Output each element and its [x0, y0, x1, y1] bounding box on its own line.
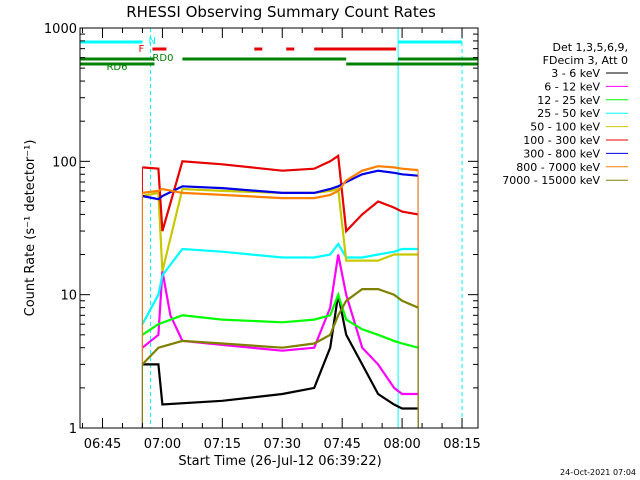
y-axis-label: Count Rate (s⁻¹ detector⁻¹) — [23, 140, 38, 317]
legend-entry-label: 50 - 100 keV — [530, 121, 600, 134]
legend-header-line: Det 1,3,5,6,9, — [552, 41, 628, 54]
x-tick-label: 08:15 — [443, 437, 480, 452]
y-tick-label: 100 — [52, 155, 77, 170]
x-tick-label: 07:45 — [323, 437, 360, 452]
x-tick-label: 06:45 — [84, 437, 121, 452]
series-line-2 — [141, 254, 419, 396]
series-line-7 — [142, 169, 419, 201]
series-line-4 — [141, 242, 419, 325]
x-tick-label: 07:00 — [144, 437, 181, 452]
plot-frame — [79, 27, 479, 429]
legend-entry-label: 800 - 7000 keV — [516, 161, 600, 174]
series-group — [141, 153, 419, 428]
legend-entry-label: 100 - 300 keV — [523, 134, 600, 147]
y-tick-label: 1 — [69, 422, 77, 437]
series-line-1 — [142, 294, 419, 410]
legend-entry-label: 300 - 800 keV — [523, 147, 600, 160]
series-line-8 — [142, 165, 419, 200]
x-tick-label: 07:15 — [204, 437, 241, 452]
timestamp: 24-Oct-2021 07:04 — [560, 468, 636, 477]
legend-entry-label: 25 - 50 keV — [537, 107, 600, 120]
y-tick-label: 1000 — [44, 22, 77, 37]
axes: 1 10 100 1000 06:45 07:00 07:15 07:30 07:45 08:00… — [44, 22, 481, 452]
legend: Det 1,3,5,6,9,FDecim 3, Att 03 - 6 keV6 … — [502, 41, 628, 187]
chart-title: RHESSI Observing Summary Count Rates — [126, 3, 436, 21]
legend-entry-label: 3 - 6 keV — [551, 67, 600, 80]
rd6-flag-label: RD6 — [106, 62, 127, 73]
legend-entry-label: 7000 - 15000 keV — [502, 174, 600, 187]
status-flags: NF RD0 RD6 — [79, 28, 478, 428]
series-line-3 — [141, 291, 419, 349]
x-tick-label: 07:30 — [264, 437, 301, 452]
series-line-9 — [141, 288, 419, 366]
y-tick-label: 10 — [60, 289, 77, 304]
series-line-5 — [142, 187, 419, 272]
series-line-6 — [142, 153, 419, 234]
flare-flag-label: F — [138, 44, 144, 55]
legend-entry-label: 12 - 25 keV — [537, 94, 600, 107]
x-axis-label: Start Time (26-Jul-12 06:39:22) — [178, 454, 381, 469]
x-tick-label: 08:00 — [383, 437, 420, 452]
legend-header-line: FDecim 3, Att 0 — [543, 54, 628, 67]
legend-entry-label: 6 - 12 keV — [544, 80, 600, 93]
night-flag-label: N — [148, 36, 155, 47]
rd0-flag-label: RD0 — [152, 53, 173, 64]
